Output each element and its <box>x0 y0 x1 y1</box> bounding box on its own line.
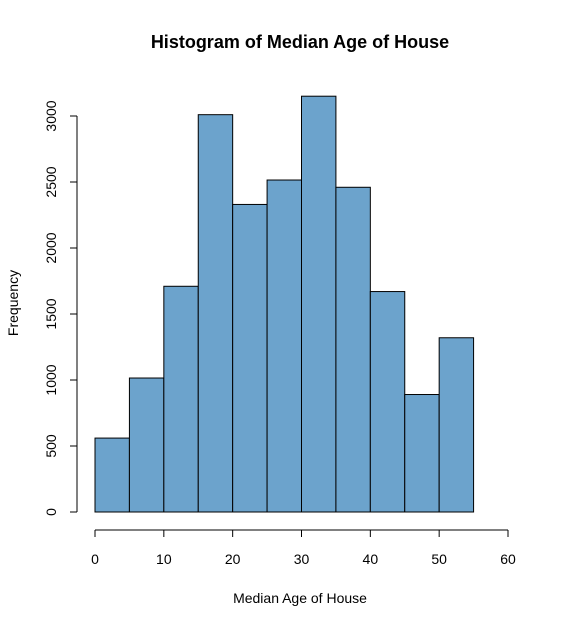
x-axis-label: Median Age of House <box>233 590 367 606</box>
x-tick-label: 30 <box>294 551 310 567</box>
y-axis-label: Frequency <box>5 270 21 336</box>
histogram-bar-0-5 <box>94 437 130 513</box>
histogram-bar-35-40 <box>335 186 371 513</box>
y-axis: 0 500 1000 1500 2000 2500 3000 <box>43 100 78 516</box>
histogram-bar-20-25 <box>232 203 268 513</box>
histogram-bar-15-20 <box>197 114 234 513</box>
x-tick-label: 20 <box>225 551 241 567</box>
y-tick-label: 3000 <box>43 100 59 131</box>
y-tick-label: 500 <box>43 434 59 458</box>
histogram-bar-25-30 <box>266 179 303 513</box>
x-axis: 0 10 20 30 40 50 60 <box>91 529 516 567</box>
histogram-bar-45-50 <box>404 394 440 513</box>
y-tick-label: 1500 <box>43 298 59 329</box>
y-tick-label: 0 <box>43 508 59 516</box>
chart-title: Histogram of Median Age of House <box>151 32 449 52</box>
x-tick-label: 10 <box>156 551 172 567</box>
x-tick-label: 40 <box>363 551 379 567</box>
x-tick-label: 0 <box>91 551 99 567</box>
histogram-bar-5-10 <box>128 377 165 513</box>
bars <box>94 95 475 513</box>
y-tick-label: 2000 <box>43 232 59 263</box>
y-tick-label: 2500 <box>43 166 59 197</box>
x-tick-label: 50 <box>431 551 447 567</box>
histogram-bar-10-15 <box>163 285 199 513</box>
y-tick-label: 1000 <box>43 364 59 395</box>
x-tick-label: 60 <box>500 551 516 567</box>
histogram-bar-30-35 <box>301 95 337 513</box>
histogram-bar-40-45 <box>369 291 406 513</box>
histogram-bar-50-55 <box>438 337 475 513</box>
